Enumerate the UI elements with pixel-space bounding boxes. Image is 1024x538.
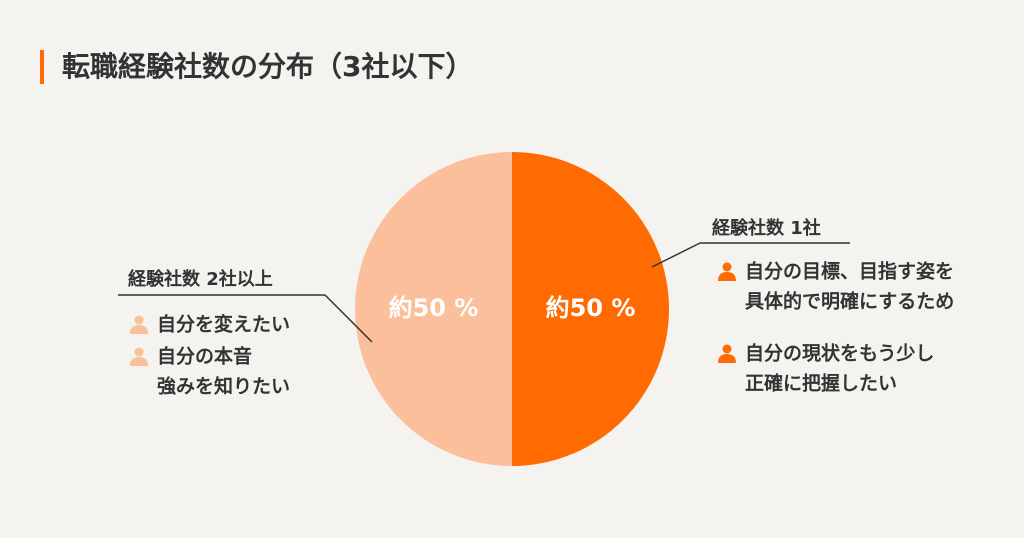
reason-text: 具体的で明確にするため [745, 290, 954, 313]
person-icon-head [722, 344, 732, 354]
leader-line [324, 294, 373, 343]
category-label: 経験社数 2社以上 [128, 268, 273, 290]
reason-text: 自分を変えたい [157, 313, 290, 336]
person-icon-body [130, 357, 148, 366]
value-label: 約50 % [389, 294, 479, 322]
value-label: 約50 % [546, 294, 636, 322]
pie-slice [355, 152, 512, 466]
pie-slice [512, 152, 669, 466]
reason-text: 強みを知りたい [157, 375, 290, 398]
title-accent [40, 50, 44, 84]
leader-line [651, 242, 701, 268]
reason-text: 自分の本音 [157, 345, 252, 368]
person-icon-body [130, 325, 148, 334]
chart-title: 転職経験社数の分布（3社以下） [62, 50, 473, 83]
person-icon-body [718, 354, 736, 363]
reason-text: 自分の目標、目指す姿を [745, 260, 954, 283]
reason-text: 正確に把握したい [745, 372, 897, 395]
person-icon-head [722, 262, 732, 272]
person-icon-head [134, 347, 144, 357]
category-label: 経験社数 1社 [712, 217, 821, 239]
person-icon-body [718, 272, 736, 281]
reason-text: 自分の現状をもう少し [745, 342, 934, 365]
person-icon-head [134, 315, 144, 325]
